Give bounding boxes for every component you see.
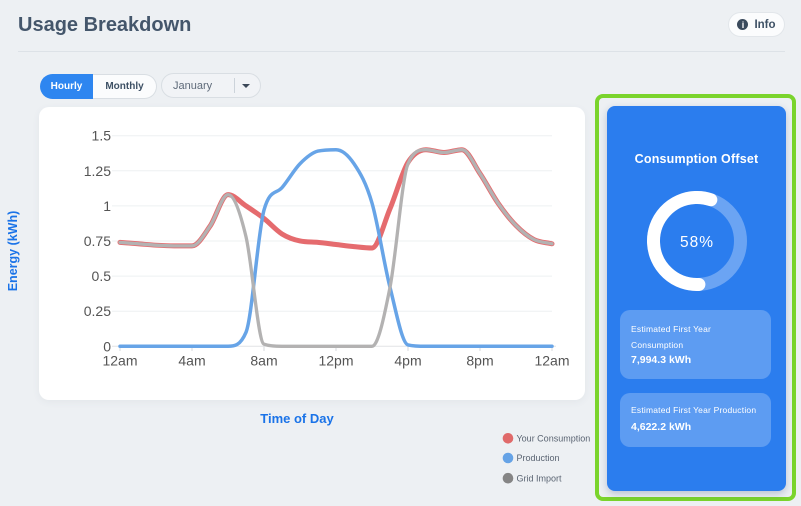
svg-text:58%: 58% — [679, 234, 713, 251]
svg-text:Your Consumption: Your Consumption — [517, 434, 591, 444]
svg-text:0.75: 0.75 — [84, 233, 111, 249]
svg-text:Production: Production — [517, 453, 560, 463]
svg-text:4pm: 4pm — [394, 353, 421, 369]
svg-text:Grid Import: Grid Import — [517, 473, 563, 483]
svg-text:12am: 12am — [102, 353, 137, 369]
svg-text:8pm: 8pm — [466, 353, 493, 369]
svg-text:12am: 12am — [534, 353, 569, 369]
svg-text:4am: 4am — [178, 353, 205, 369]
svg-text:8am: 8am — [250, 353, 277, 369]
svg-text:0.5: 0.5 — [92, 268, 112, 284]
svg-text:0.25: 0.25 — [84, 303, 111, 319]
svg-text:Time of Day: Time of Day — [260, 411, 334, 426]
svg-text:1.5: 1.5 — [92, 128, 112, 144]
svg-text:Energy (kWh): Energy (kWh) — [6, 211, 20, 292]
svg-text:1.25: 1.25 — [84, 163, 111, 179]
svg-text:12pm: 12pm — [318, 353, 353, 369]
svg-text:0: 0 — [103, 338, 111, 354]
svg-text:1: 1 — [103, 198, 111, 214]
